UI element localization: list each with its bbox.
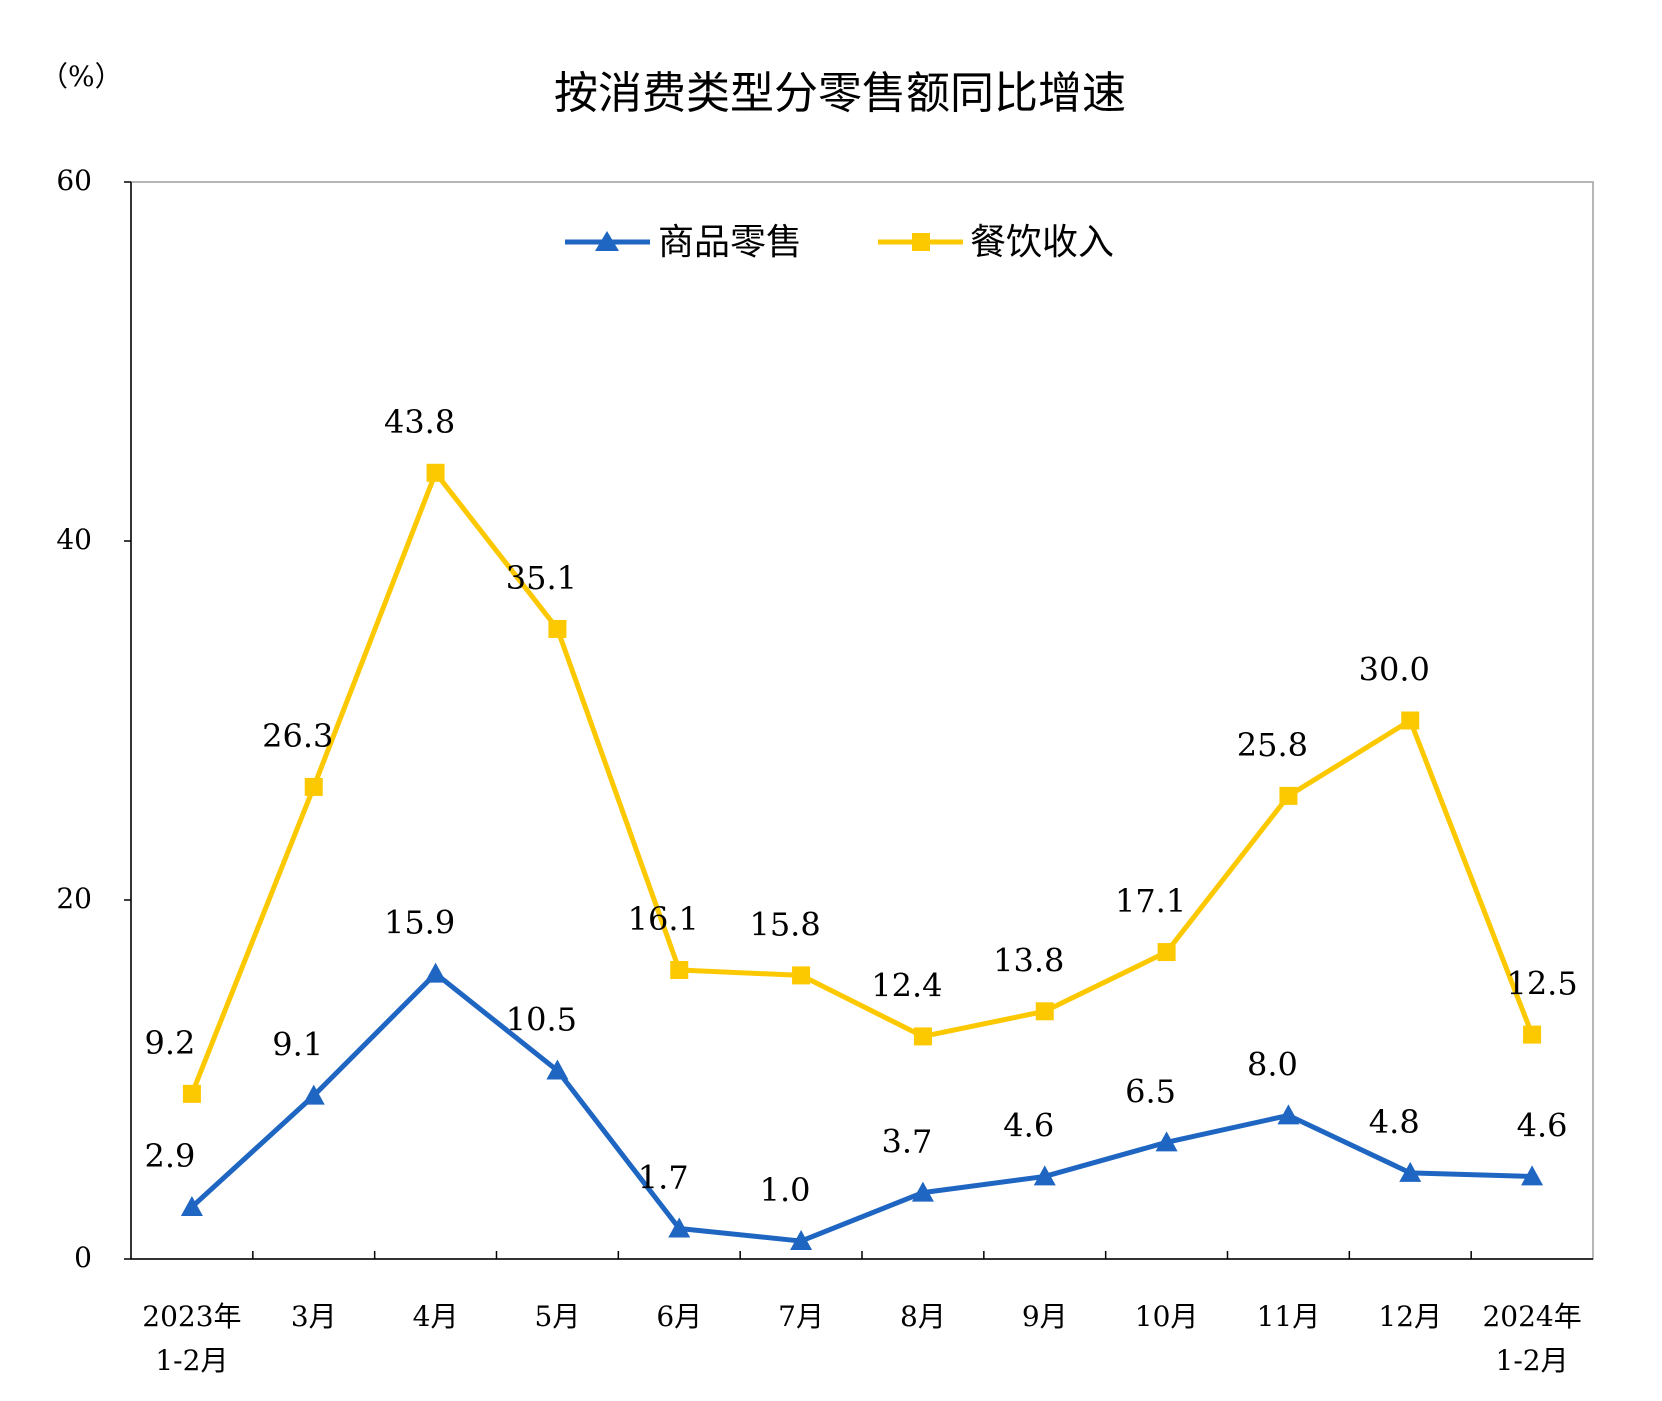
x-tick-label-line: 6月	[656, 1300, 702, 1333]
data-point-square	[548, 619, 567, 638]
x-tick-label-line: 1-2月	[155, 1344, 228, 1377]
x-tick-label: 2023年 1-2月	[142, 1300, 241, 1377]
legend-item-catering: 餐饮收入	[878, 222, 1114, 263]
legend-marker-square	[912, 233, 930, 251]
y-tick-label: 20	[56, 882, 92, 915]
x-tick-label: 8月	[900, 1300, 946, 1333]
data-label: 15.8	[749, 905, 820, 943]
y-tick-label: 60	[56, 164, 92, 197]
legend-label-retail: 商品零售	[658, 222, 802, 263]
x-tick-label: 9月	[1022, 1300, 1068, 1333]
x-tick-label: 2024年 1-2月	[1482, 1300, 1581, 1377]
series-line-1	[189, 470, 1535, 1095]
data-point-triangle	[180, 1195, 203, 1216]
data-label: 12.4	[871, 966, 942, 1004]
data-point-triangle	[668, 1217, 691, 1238]
data-point-triangle	[1399, 1161, 1422, 1182]
data-label: 4.6	[1003, 1106, 1054, 1144]
data-label: 6.5	[1125, 1072, 1176, 1110]
x-tick-label-line: 2023年	[142, 1300, 241, 1333]
x-tick-label: 10月	[1135, 1300, 1199, 1333]
x-tick-label-line: 3月	[291, 1300, 337, 1333]
data-label: 4.6	[1517, 1106, 1568, 1144]
data-labels: 2.9 9.1 15.9 10.5 1.7 1.0 3.7 4.6 6.5 8.0 4.8 4.6 9.…	[144, 403, 1577, 1209]
data-label: 16.1	[628, 900, 699, 938]
data-point-square	[1279, 786, 1298, 805]
x-axis: 2023年 1-2月 3月 4月 5月 6月 7月 8月 9月 10月 11月 12月 2024年 1-2…	[142, 1251, 1582, 1377]
chart-title: 按消费类型分零售额同比增速	[554, 68, 1126, 119]
data-label: 1.0	[760, 1171, 811, 1209]
data-label: 2.9	[144, 1137, 195, 1175]
data-label: 43.8	[384, 403, 455, 441]
x-tick-label-line: 12月	[1378, 1300, 1442, 1333]
y-tick-label: 40	[56, 523, 92, 556]
legend-marker-triangle	[595, 231, 619, 251]
data-label: 12.5	[1506, 965, 1577, 1003]
series-layer	[180, 463, 1544, 1251]
data-label: 8.0	[1247, 1045, 1298, 1083]
x-tick-label: 11月	[1257, 1300, 1321, 1333]
y-axis-unit: （%）	[40, 60, 123, 93]
x-tick-label-line: 7月	[778, 1300, 824, 1333]
data-point-square	[1523, 1025, 1542, 1044]
data-label: 1.7	[638, 1158, 689, 1196]
data-point-triangle	[424, 962, 447, 983]
x-tick-label-line: 10月	[1135, 1300, 1199, 1333]
data-label: 25.8	[1237, 726, 1308, 764]
data-point-square	[913, 1027, 932, 1046]
x-tick-label: 4月	[413, 1300, 459, 1333]
legend: 商品零售 餐饮收入	[565, 222, 1114, 263]
data-point-square	[1401, 711, 1420, 730]
plot-area	[130, 181, 1594, 1260]
data-point-square	[1035, 1002, 1054, 1021]
x-tick-label: 7月	[778, 1300, 824, 1333]
x-tick-label: 3月	[291, 1300, 337, 1333]
data-label: 9.2	[144, 1024, 195, 1062]
data-label: 13.8	[993, 941, 1064, 979]
data-label: 30.0	[1359, 651, 1430, 689]
data-point-triangle	[1277, 1104, 1300, 1125]
x-tick-label-line: 11月	[1257, 1300, 1321, 1333]
legend-item-retail: 商品零售	[565, 222, 802, 263]
data-point-triangle	[1521, 1165, 1544, 1186]
data-point-triangle	[790, 1230, 813, 1251]
x-tick-label: 5月	[535, 1300, 581, 1333]
data-label: 3.7	[881, 1123, 932, 1161]
data-point-triangle	[302, 1084, 325, 1105]
data-point-square	[670, 961, 689, 980]
y-axis: 0 20 40 60	[56, 164, 131, 1274]
data-point-triangle	[1033, 1165, 1056, 1186]
x-tick-label: 12月	[1378, 1300, 1442, 1333]
data-point-triangle	[1155, 1131, 1178, 1152]
x-tick-label-line: 1-2月	[1496, 1344, 1569, 1377]
data-label: 10.5	[506, 1001, 577, 1039]
data-point-square	[426, 463, 445, 482]
x-tick-label-line: 4月	[413, 1300, 459, 1333]
x-tick-label-line: 5月	[535, 1300, 581, 1333]
x-tick-label: 6月	[656, 1300, 702, 1333]
data-label: 26.3	[262, 717, 333, 755]
x-tick-label-line: 8月	[900, 1300, 946, 1333]
data-label: 15.9	[384, 904, 455, 942]
data-label: 17.1	[1115, 882, 1186, 920]
data-point-square	[182, 1084, 201, 1103]
x-tick-label-line: 9月	[1022, 1300, 1068, 1333]
data-point-square	[304, 777, 323, 796]
data-point-square	[1157, 943, 1176, 962]
data-point-triangle	[546, 1059, 569, 1080]
y-tick-label: 0	[74, 1241, 92, 1274]
data-point-triangle	[911, 1181, 934, 1202]
series-line-0	[190, 971, 1533, 1244]
data-label: 4.8	[1369, 1103, 1420, 1141]
data-label: 9.1	[272, 1026, 323, 1064]
legend-label-catering: 餐饮收入	[970, 222, 1114, 263]
data-label: 35.1	[506, 559, 577, 597]
x-tick-label-line: 2024年	[1482, 1300, 1581, 1333]
data-point-square	[792, 966, 811, 985]
